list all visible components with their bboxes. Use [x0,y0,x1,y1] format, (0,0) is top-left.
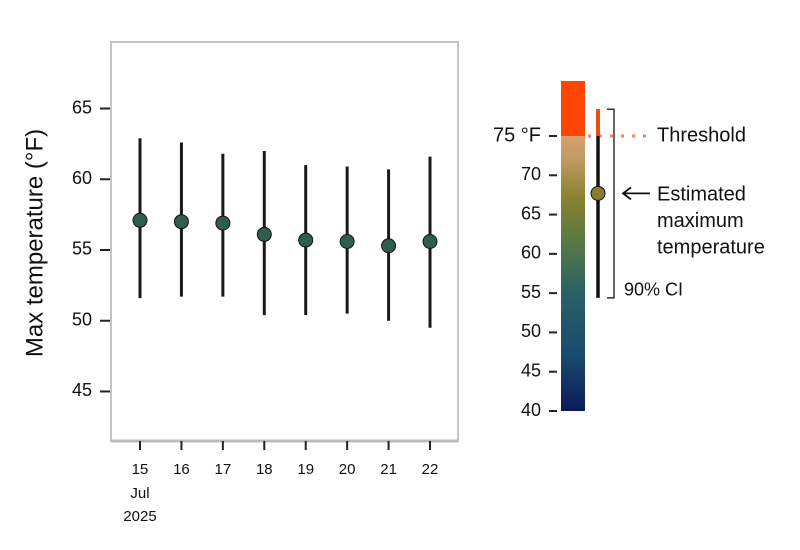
legend-tick-label: 65 [521,203,541,223]
legend-tick-label: 75 °F [493,124,541,146]
threshold-label: Threshold [657,124,746,146]
plot-frame [110,41,459,442]
point [173,214,189,230]
legend-tick-label: 70 [521,164,541,184]
y-axis-label: Max temperature (°F) [21,129,48,357]
ci-bracket [607,108,615,299]
y-tick-label: 60 [72,168,92,188]
y-tick-label: 50 [72,309,92,329]
legend-tick-label: 55 [521,282,541,302]
x-tick-label: 19 [297,461,314,478]
legend-tick-label: 40 [521,400,541,420]
x-sublabel: 2025 [123,508,156,525]
point [298,232,314,248]
x-tick-label: 20 [339,461,356,478]
y-tick-label: 45 [72,380,92,400]
sample-label: maximum [657,210,744,232]
x-tick-label: 18 [256,461,273,478]
x-tick-label: 22 [422,461,439,478]
sample-label: Estimated [657,184,746,206]
point [339,234,355,249]
sample-point [590,185,606,201]
legend-tick-label: 45 [521,360,541,380]
point [256,226,272,242]
sample-label: temperature [657,237,765,259]
colorbar [561,81,585,412]
legend-tick-label: 50 [521,321,541,341]
ci-label: 90% CI [624,280,683,300]
y-tick-label: 55 [72,239,92,259]
y-tick-label: 65 [72,97,92,117]
legend-tick-label: 60 [521,243,541,263]
point [422,234,438,249]
x-tick-label: 15 [132,461,149,478]
point [215,215,231,231]
x-tick-label: 21 [380,461,397,478]
sample-arrow [621,186,650,201]
point [132,212,148,228]
x-tick-label: 16 [173,461,190,478]
x-sublabel: Jul [130,485,149,502]
point [381,238,397,254]
x-tick-label: 17 [215,461,232,478]
